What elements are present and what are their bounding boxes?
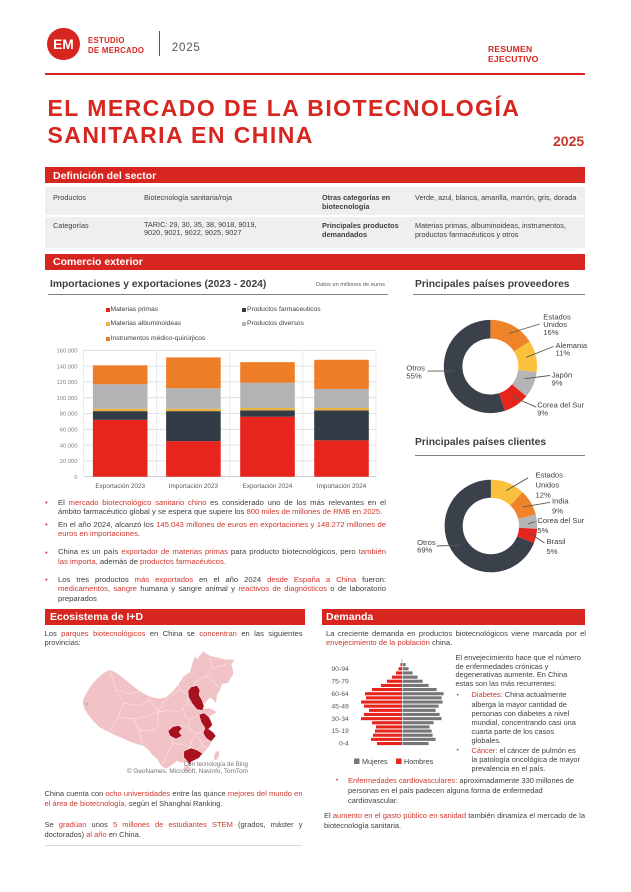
svg-text:Unidos: Unidos [536,480,560,489]
svg-text:Importación 2023: Importación 2023 [169,483,219,490]
svg-text:Alemania: Alemania [556,341,588,350]
svg-text:Brasil: Brasil [547,537,566,546]
svg-text:20.000: 20.000 [60,459,78,465]
svg-text:5%: 5% [547,547,558,556]
svg-text:69%: 69% [417,546,432,555]
svg-text:30-34: 30-34 [331,716,349,723]
svg-text:Mujeres: Mujeres [362,757,388,766]
svg-text:12%: 12% [536,490,551,499]
svg-text:0: 0 [74,475,77,481]
svg-text:60.000: 60.000 [60,428,78,434]
svg-text:11%: 11% [556,349,571,358]
svg-text:120.000: 120.000 [57,380,78,386]
svg-text:5%: 5% [537,526,548,535]
svg-text:60-64: 60-64 [331,691,349,698]
svg-text:9%: 9% [552,506,563,515]
svg-text:Exportación 2023: Exportación 2023 [95,483,145,490]
svg-text:Estados: Estados [543,312,571,321]
svg-text:80.000: 80.000 [60,412,78,418]
svg-text:Exportación 2024: Exportación 2024 [243,483,293,490]
svg-text:Importación 2024: Importación 2024 [317,483,367,490]
svg-text:140.000: 140.000 [57,364,78,370]
svg-text:45-49: 45-49 [331,703,349,710]
svg-text:90-94: 90-94 [331,666,349,673]
svg-text:Otros: Otros [417,538,436,547]
svg-text:Hombres: Hombres [404,757,434,766]
svg-text:100.000: 100.000 [57,396,78,402]
svg-text:75-79: 75-79 [331,679,349,686]
svg-text:Corea del Sur: Corea del Sur [537,516,584,525]
svg-text:55%: 55% [406,371,421,380]
svg-text:160.000: 160.000 [57,349,78,355]
svg-text:16%: 16% [543,328,558,337]
svg-text:0-4: 0-4 [339,741,349,748]
svg-text:9%: 9% [537,409,548,418]
svg-text:Estados: Estados [536,471,564,480]
svg-text:15-19: 15-19 [331,728,349,735]
svg-text:Japón: Japón [552,371,573,380]
svg-text:Otros: Otros [406,364,425,373]
svg-text:9%: 9% [552,379,563,388]
svg-text:Unidos: Unidos [543,320,567,329]
svg-text:India: India [552,497,569,506]
svg-text:Corea del Sur: Corea del Sur [537,401,584,410]
svg-text:40.000: 40.000 [60,443,78,449]
